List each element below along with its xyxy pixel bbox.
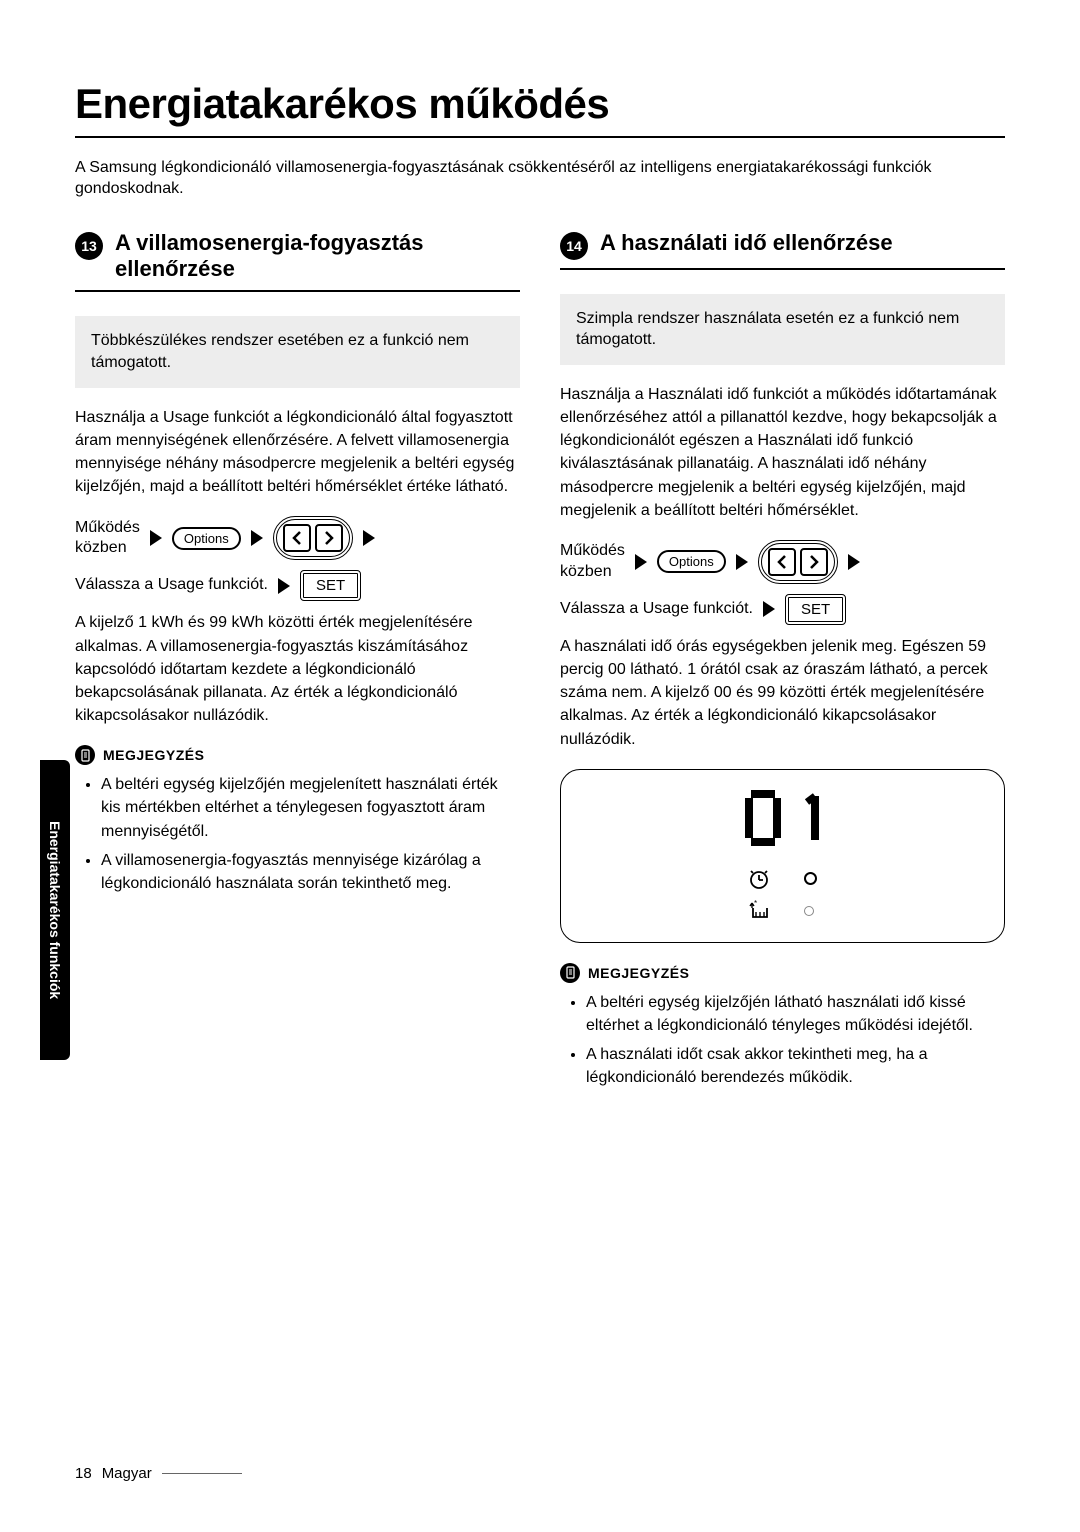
footer-line xyxy=(162,1473,242,1474)
step-row-1: Működés közben Options xyxy=(75,516,520,560)
arrow-icon xyxy=(736,554,748,570)
digit-zero-icon xyxy=(743,790,783,846)
step-label-2: Válassza a Usage funkciót. xyxy=(75,575,268,596)
bullet-item: A villamosenergia-fogyasztás mennyisége … xyxy=(101,849,520,895)
arrow-icon xyxy=(635,554,647,570)
bullet-item: A használati időt csak akkor tekintheti … xyxy=(586,1043,1005,1089)
options-button[interactable]: Options xyxy=(657,550,726,573)
intro-text: A Samsung légkondicionáló villamosenergi… xyxy=(75,158,1005,200)
note-bullets: A beltéri egység kijelzőjén megjelenítet… xyxy=(75,773,520,895)
section-title: A villamosenergia-fogyasztás ellenőrzése xyxy=(115,230,520,283)
body-para-1: Használja a Usage funkciót a légkondicio… xyxy=(75,406,520,499)
unsupported-note-box: Többkészülékes rendszer esetében ez a fu… xyxy=(75,316,520,387)
left-right-button-group[interactable] xyxy=(758,540,838,584)
arrow-icon xyxy=(363,530,375,546)
bullet-item: A beltéri egység kijelzőjén látható hasz… xyxy=(586,991,1005,1037)
note-label: MEGJEGYZÉS xyxy=(588,965,689,981)
step-label-2: Válassza a Usage funkciót. xyxy=(560,599,753,620)
page-language: Magyar xyxy=(102,1465,152,1482)
section-header-left: 13 A villamosenergia-fogyasztás ellenőrz… xyxy=(75,230,520,283)
unsupported-note-box: Szimpla rendszer használata esetén ez a … xyxy=(560,294,1005,365)
section-number-icon: 13 xyxy=(75,232,103,260)
indicator-grid: * xyxy=(748,868,817,922)
filter-reset-icon: * xyxy=(748,900,772,922)
indicator-ring-icon xyxy=(804,872,817,885)
set-button[interactable]: SET xyxy=(785,594,846,625)
section-underline xyxy=(560,268,1005,270)
options-button[interactable]: Options xyxy=(172,527,241,550)
note-header: MEGJEGYZÉS xyxy=(560,963,1005,983)
left-column: 13 A villamosenergia-fogyasztás ellenőrz… xyxy=(75,230,520,1096)
arrow-icon xyxy=(150,530,162,546)
step-row-2: Válassza a Usage funkciót. SET xyxy=(560,594,1005,625)
arrow-icon xyxy=(848,554,860,570)
page-title: Energiatakarékos működés xyxy=(75,80,1005,128)
note-icon xyxy=(75,745,95,765)
arrow-icon xyxy=(251,530,263,546)
note-icon xyxy=(560,963,580,983)
content-columns: 13 A villamosenergia-fogyasztás ellenőrz… xyxy=(75,230,1005,1096)
note-label: MEGJEGYZÉS xyxy=(103,747,204,763)
bullet-item: A beltéri egység kijelzőjén megjelenítet… xyxy=(101,773,520,843)
step-line-1: Működés xyxy=(560,542,625,559)
body-para-1: Használja a Használati idő funkciót a mű… xyxy=(560,383,1005,522)
section-number-icon: 14 xyxy=(560,232,588,260)
right-column: 14 A használati idő ellenőrzése Szimpla … xyxy=(560,230,1005,1096)
step-line-2: közben xyxy=(560,563,612,580)
right-button[interactable] xyxy=(800,548,828,576)
note-bullets: A beltéri egység kijelzőjén látható hasz… xyxy=(560,991,1005,1090)
step-row-2: Válassza a Usage funkciót. SET xyxy=(75,570,520,601)
section-header-right: 14 A használati idő ellenőrzése xyxy=(560,230,1005,260)
body-para-2: A használati idő órás egységekben jeleni… xyxy=(560,635,1005,751)
digit-one-icon xyxy=(801,790,823,846)
title-underline xyxy=(75,136,1005,138)
section-title: A használati idő ellenőrzése xyxy=(600,230,893,256)
left-button[interactable] xyxy=(283,524,311,552)
right-button[interactable] xyxy=(315,524,343,552)
page-footer: 18 Magyar xyxy=(75,1465,242,1482)
step-label: Működés közben xyxy=(560,541,625,583)
display-panel: * xyxy=(560,769,1005,943)
step-line-1: Működés xyxy=(75,519,140,536)
timer-icon xyxy=(748,868,770,890)
set-button[interactable]: SET xyxy=(300,570,361,601)
section-underline xyxy=(75,290,520,292)
step-line-2: közben xyxy=(75,539,127,556)
arrow-icon xyxy=(763,601,775,617)
indicator-ring-small-icon xyxy=(804,906,814,916)
svg-text:*: * xyxy=(754,900,757,908)
page-number: 18 xyxy=(75,1465,92,1482)
body-para-2: A kijelző 1 kWh és 99 kWh közötti érték … xyxy=(75,611,520,727)
side-tab: Energiatakarékos funkciók xyxy=(40,760,70,1060)
digit-display xyxy=(743,790,823,846)
note-header: MEGJEGYZÉS xyxy=(75,745,520,765)
step-label: Működés közben xyxy=(75,518,140,560)
arrow-icon xyxy=(278,578,290,594)
step-row-1: Működés közben Options xyxy=(560,540,1005,584)
left-button[interactable] xyxy=(768,548,796,576)
left-right-button-group[interactable] xyxy=(273,516,353,560)
